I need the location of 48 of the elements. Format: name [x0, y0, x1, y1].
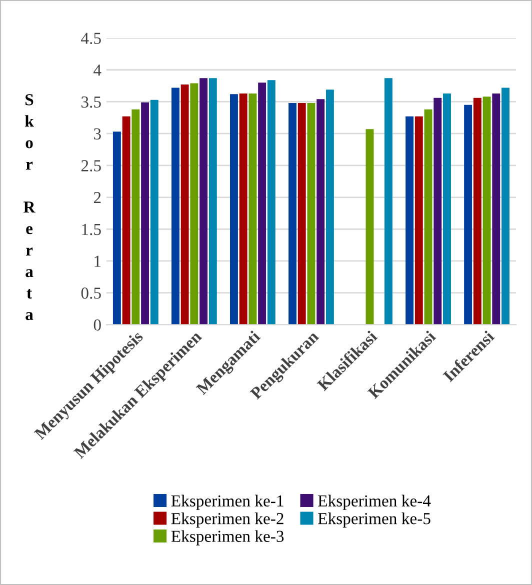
y-tick-label: 4: [94, 64, 102, 76]
bar: [406, 116, 414, 325]
bar: [132, 109, 140, 325]
bar: [307, 103, 316, 325]
y-tick-label: 1: [94, 256, 101, 267]
y-tick-label: 0: [94, 319, 101, 331]
y-tick-label: 2.5: [81, 160, 101, 172]
bar: [464, 104, 472, 325]
bar: [492, 93, 500, 325]
bar: [258, 82, 266, 325]
bar: [190, 83, 198, 325]
bar: [482, 96, 491, 325]
text: Skor Rerata: [24, 94, 36, 320]
y-tick-label: 0.5: [81, 288, 101, 299]
bar: [502, 88, 510, 325]
legend-label: Eksperimen ke-2: [171, 512, 284, 528]
bar: [141, 102, 150, 325]
legend-label: Eksperimen ke-3: [171, 530, 284, 546]
y-tick-label: 3: [94, 128, 101, 140]
bar: [434, 98, 442, 325]
bar: [384, 78, 392, 325]
bar: [414, 116, 423, 325]
bar: [316, 99, 325, 325]
bar: [288, 103, 296, 325]
bar: [298, 103, 306, 325]
y-tick-label: 4.5: [81, 32, 101, 44]
bar: [180, 84, 189, 325]
bar: [200, 78, 208, 325]
bar: [150, 100, 158, 325]
bar: [171, 88, 180, 325]
legend-label: Eksperimen ke-4: [318, 494, 431, 510]
bar: [473, 98, 482, 325]
bar: [230, 94, 238, 325]
y-tick-label: 3.5: [82, 96, 101, 108]
y-tick-label: 2: [94, 192, 101, 204]
legend-label: Eksperimen ke-5: [318, 512, 430, 528]
bar: [424, 109, 432, 325]
bar: [248, 93, 257, 325]
legend-label: Eksperimen ke-1: [171, 494, 284, 510]
bar: [208, 78, 217, 325]
y-tick-label: 1.5: [82, 224, 101, 236]
bar: [122, 116, 130, 325]
bar: [239, 93, 248, 325]
bar: [366, 129, 374, 325]
bar: [326, 90, 334, 325]
bar: [443, 93, 451, 325]
bar: [267, 80, 276, 325]
bar: [112, 132, 121, 325]
